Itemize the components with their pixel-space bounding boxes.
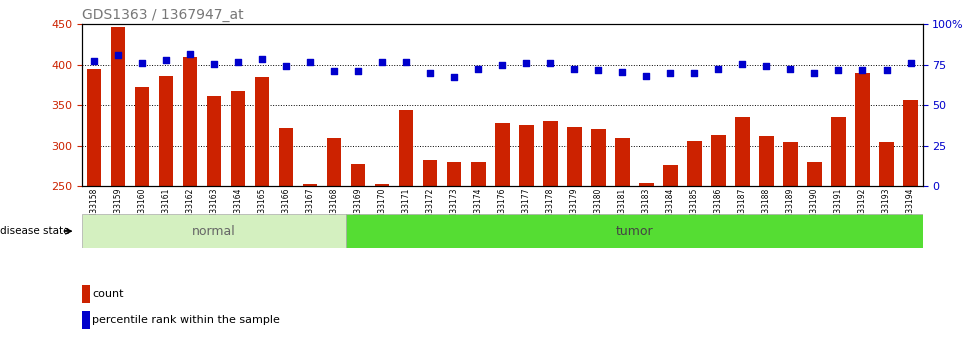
Point xyxy=(278,63,294,69)
Bar xyxy=(279,128,294,186)
Point xyxy=(711,66,726,71)
Bar xyxy=(327,138,341,186)
Point xyxy=(231,59,246,65)
Bar xyxy=(759,136,774,186)
Bar xyxy=(687,141,701,186)
Point xyxy=(134,60,150,66)
Point xyxy=(375,59,390,65)
Point xyxy=(254,56,270,62)
Bar xyxy=(615,138,630,186)
Point xyxy=(470,66,486,71)
Text: GDS1363 / 1367947_at: GDS1363 / 1367947_at xyxy=(82,8,243,22)
Text: percentile rank within the sample: percentile rank within the sample xyxy=(92,315,280,325)
Bar xyxy=(183,57,197,186)
Point xyxy=(782,66,798,71)
Bar xyxy=(303,184,318,186)
Point xyxy=(614,69,630,75)
Point xyxy=(158,57,174,62)
Point xyxy=(590,68,606,73)
Bar xyxy=(664,165,677,186)
Point xyxy=(495,63,510,68)
Point xyxy=(639,73,654,79)
Bar xyxy=(471,162,486,186)
Bar xyxy=(639,183,654,186)
Bar xyxy=(375,184,389,186)
Point xyxy=(302,59,318,65)
Point xyxy=(831,67,846,72)
Bar xyxy=(735,117,750,186)
Bar xyxy=(111,27,126,186)
Bar xyxy=(82,310,90,328)
Bar xyxy=(783,142,798,186)
Point xyxy=(110,52,126,58)
Bar xyxy=(231,91,245,186)
Bar xyxy=(903,100,918,186)
Text: normal: normal xyxy=(192,225,236,238)
Point xyxy=(86,58,101,63)
Point xyxy=(687,70,702,76)
Bar xyxy=(423,160,438,186)
Bar xyxy=(87,69,101,186)
Point xyxy=(351,68,366,74)
Point xyxy=(855,67,870,72)
Point xyxy=(663,70,678,76)
Point xyxy=(183,51,198,57)
Point xyxy=(879,67,895,72)
Bar xyxy=(879,142,894,186)
Point xyxy=(567,66,582,71)
Point xyxy=(446,74,462,80)
Bar xyxy=(207,96,221,186)
Bar xyxy=(351,164,365,186)
Bar xyxy=(82,285,90,303)
Bar xyxy=(855,73,869,186)
Bar xyxy=(399,110,413,186)
Bar xyxy=(832,117,845,186)
Text: disease state: disease state xyxy=(0,226,70,236)
Point xyxy=(807,70,822,76)
Point xyxy=(903,60,919,66)
Bar xyxy=(255,77,270,186)
Point xyxy=(327,68,342,74)
Text: tumor: tumor xyxy=(615,225,653,238)
Point xyxy=(399,59,414,65)
Bar xyxy=(711,135,725,186)
Bar xyxy=(496,123,509,186)
Bar xyxy=(519,126,533,186)
Bar xyxy=(591,129,606,186)
Point xyxy=(519,60,534,66)
Bar xyxy=(82,214,346,248)
Bar xyxy=(159,76,173,186)
Bar xyxy=(567,127,582,186)
Point xyxy=(758,63,774,69)
Point xyxy=(735,61,751,67)
Text: count: count xyxy=(92,289,124,299)
Point xyxy=(543,60,558,66)
Bar xyxy=(808,162,822,186)
Point xyxy=(422,70,438,76)
Point xyxy=(207,61,222,67)
Bar xyxy=(447,162,462,186)
Bar xyxy=(543,121,557,186)
Bar xyxy=(135,87,150,186)
Bar xyxy=(346,214,923,248)
